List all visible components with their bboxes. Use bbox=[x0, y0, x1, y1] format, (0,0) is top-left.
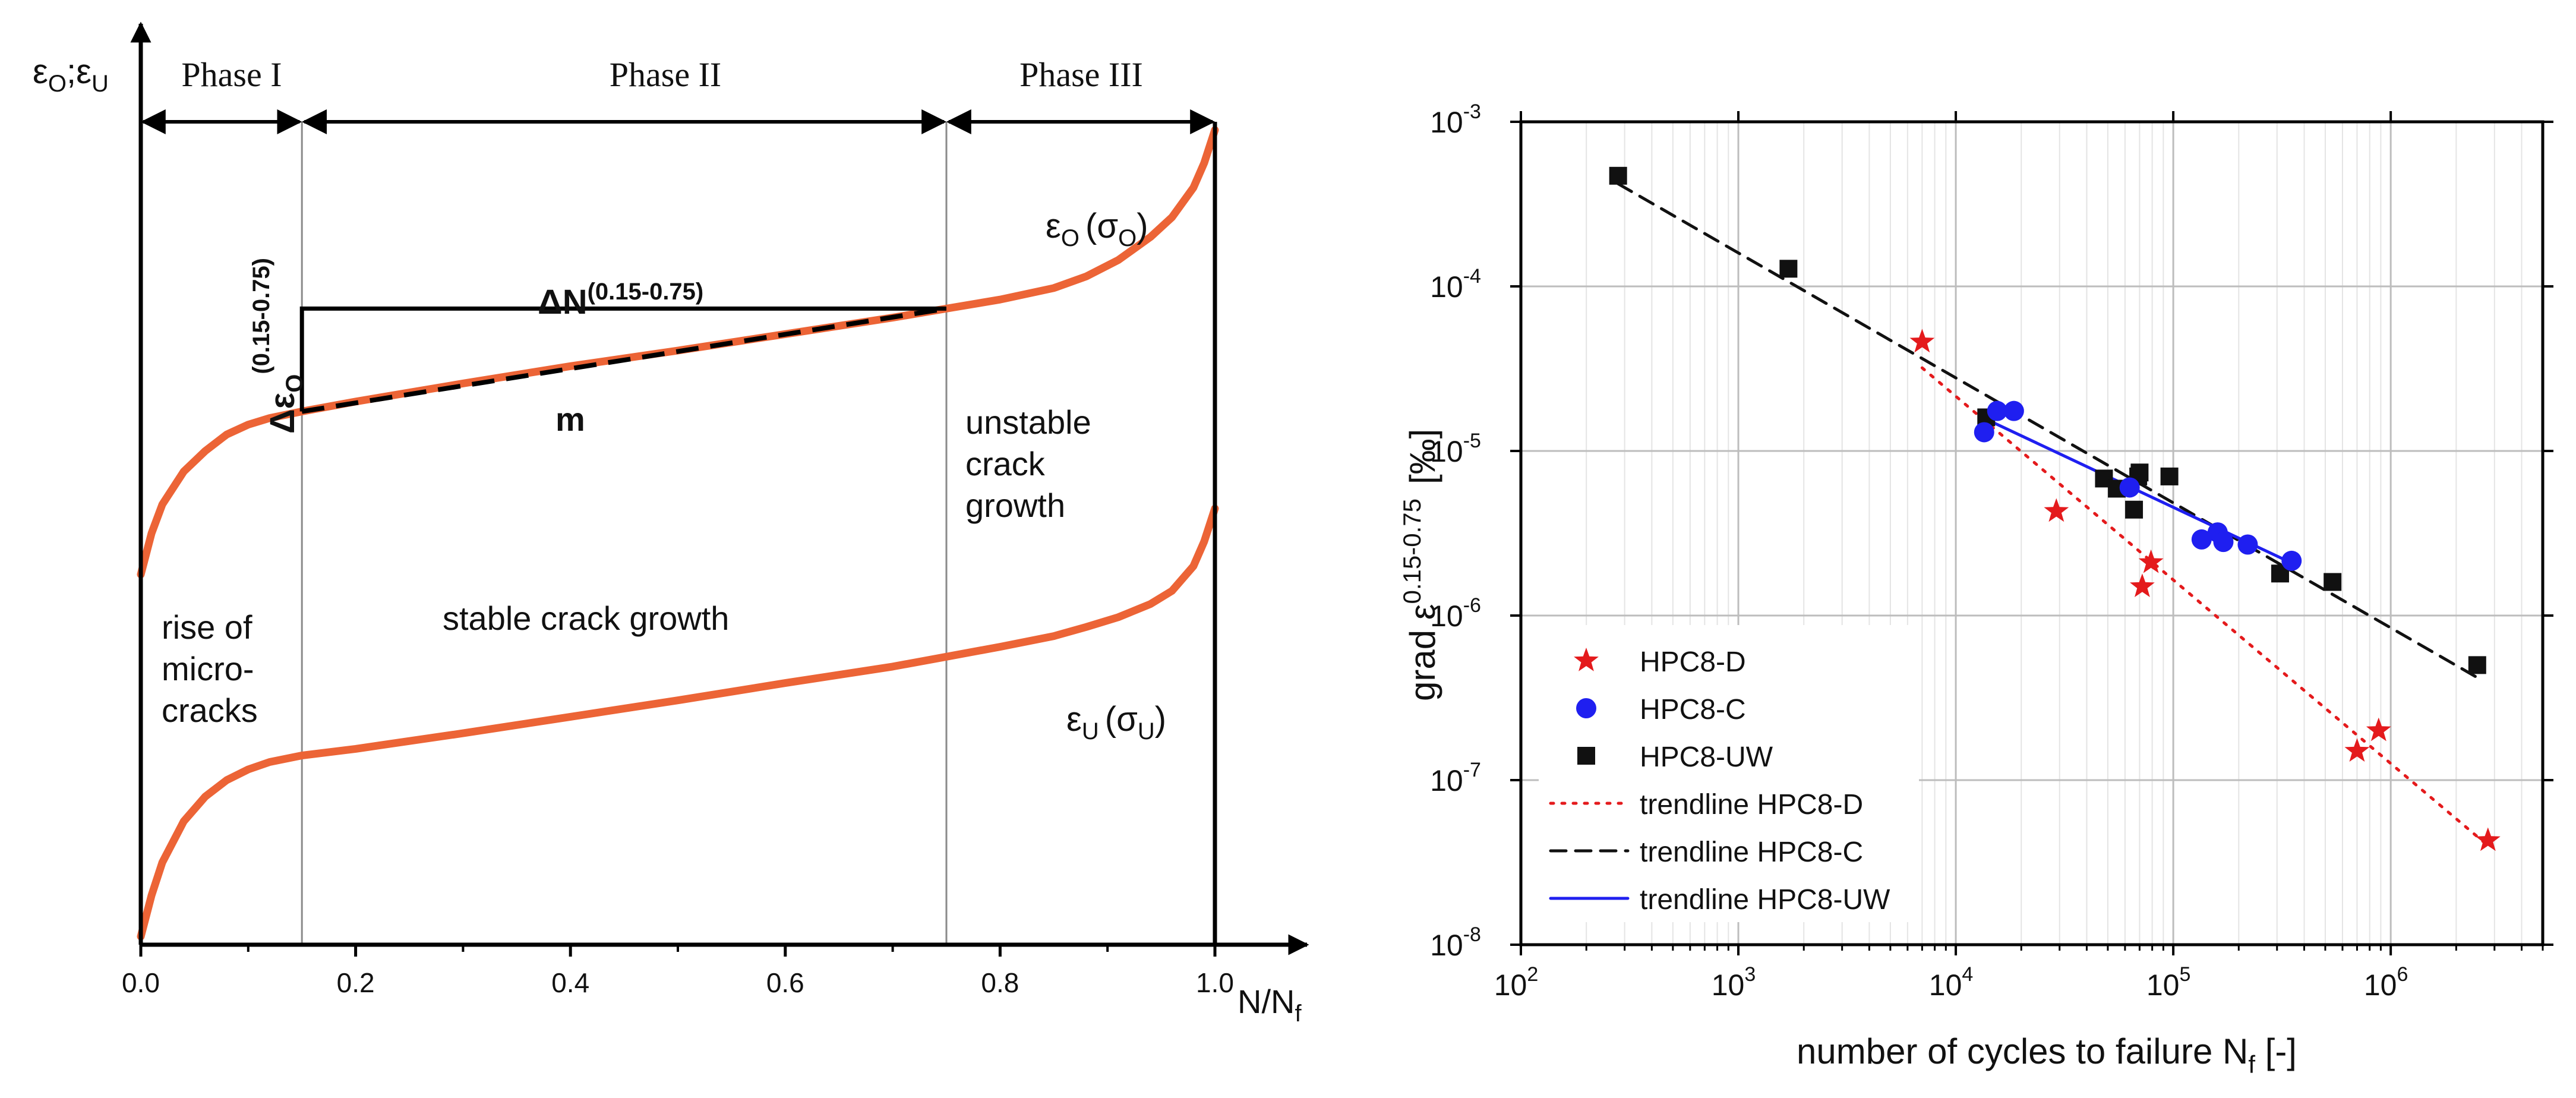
plot-frame bbox=[1519, 120, 2545, 946]
x-tick-label: 102 bbox=[1494, 963, 1539, 1002]
slope-label: m bbox=[555, 400, 585, 438]
lower-strain-curve bbox=[137, 504, 1219, 941]
hpc8-d-data-point bbox=[2138, 549, 2164, 573]
hpc8-c-data-point bbox=[2281, 550, 2302, 571]
upper-curve-label: εO (σO) bbox=[1046, 207, 1148, 251]
y-tick-label: 10-6 bbox=[1430, 594, 1481, 633]
hpc8-uw-legend-marker bbox=[1577, 747, 1595, 765]
hpc8-uw-data-point bbox=[1609, 166, 1627, 185]
hpc8-c-data-point bbox=[2237, 534, 2258, 555]
hpc8-d-data-point bbox=[2130, 573, 2155, 597]
hpc8-d-data-point bbox=[2344, 738, 2370, 762]
x-tick-label: 0.4 bbox=[551, 967, 589, 998]
slope-dashed-line bbox=[301, 306, 947, 414]
left-y-axis-label: εO;εU bbox=[33, 52, 109, 97]
gradient-vs-cycles-chart: 102 103 104 105 10610-810-710-610-510-410-3 … bbox=[1398, 100, 2553, 1078]
trendline-hpc8-d bbox=[1920, 366, 2490, 847]
hpc8-uw-data-point bbox=[2125, 500, 2143, 519]
x-tick-label: 1.0 bbox=[1196, 967, 1234, 998]
x-tick-label: 103 bbox=[1712, 963, 1756, 1002]
delta-eps-label: ΔεO(0.15-0.75) bbox=[248, 258, 308, 434]
x-tick-label: 104 bbox=[1929, 963, 1974, 1002]
hpc8-uw-data-point bbox=[2468, 656, 2486, 674]
hpc8-d-data-point bbox=[2366, 717, 2391, 742]
phase3-region-label: unstable crack growth bbox=[965, 403, 1100, 524]
phase-2-label: Phase II bbox=[610, 55, 721, 94]
hpc8-uw-data-point bbox=[2324, 573, 2342, 591]
x-tick-label: 105 bbox=[2146, 963, 2191, 1002]
x-tick-label: 106 bbox=[2364, 963, 2408, 1002]
lower-curve-label: εU (σU) bbox=[1066, 700, 1166, 744]
y-tick-label: 10-4 bbox=[1430, 265, 1481, 304]
hpc8-d-data-point bbox=[1909, 329, 1935, 353]
y-tick-label: 10-7 bbox=[1430, 759, 1481, 797]
hpc8-uw-legend-label: HPC8-UW bbox=[1640, 742, 1773, 773]
delta-n-label: ΔN(0.15-0.75) bbox=[538, 279, 703, 321]
right-y-axis-label: grad ε0.15-0.75[‰] bbox=[1398, 429, 1442, 701]
hpc8-c-data-point bbox=[1987, 400, 2007, 421]
trendline-hpc8-c bbox=[1617, 182, 2479, 679]
legend-background bbox=[1539, 625, 1919, 922]
x-tick-label: 0.8 bbox=[981, 967, 1019, 998]
y-tick-label: 10-5 bbox=[1430, 430, 1481, 468]
slope-triangle bbox=[299, 306, 946, 412]
hpc8-uw-data-point bbox=[1779, 260, 1798, 278]
hpc8-c-legend-label: HPC8-C bbox=[1640, 694, 1746, 725]
y-tick-label: 10-3 bbox=[1430, 100, 1481, 139]
fatigue-phase-chart: 0.0 0.2 0.4 0.6 0.8 1.0 εO;εU N/Nf Phase I Ph… bbox=[33, 21, 1309, 1027]
left-x-axis-label: N/Nf bbox=[1238, 983, 1302, 1027]
phase-3-label: Phase III bbox=[1019, 55, 1143, 94]
trendline-hpc8-uw-legend-label: trendline HPC8-UW bbox=[1640, 884, 1890, 916]
hpc8-c-data-point bbox=[1974, 422, 1994, 443]
hpc8-c-data-point bbox=[2191, 529, 2212, 550]
hpc8-c-data-point bbox=[2119, 477, 2140, 498]
hpc8-uw-data-point bbox=[2160, 467, 2179, 485]
hpc8-d-legend-label: HPC8-D bbox=[1640, 646, 1746, 678]
phase1-region-label: rise of micro- cracks bbox=[162, 608, 263, 729]
hpc8-d-legend-marker bbox=[1574, 648, 1599, 671]
trendline-hpc8-d-legend-label: trendline HPC8-D bbox=[1640, 789, 1863, 821]
hpc8-c-legend-marker bbox=[1576, 698, 1596, 718]
x-tick-label: 0.6 bbox=[766, 967, 804, 998]
x-tick-label: 0.2 bbox=[337, 967, 375, 998]
y-tick-label: 10-8 bbox=[1430, 923, 1481, 962]
right-x-axis-label: number of cycles to failure Nf [-] bbox=[1797, 1031, 2297, 1078]
phase2-region-label: stable crack growth bbox=[443, 600, 729, 637]
hpc8-c-data-point bbox=[2003, 400, 2024, 421]
x-tick-label: 0.0 bbox=[122, 967, 160, 998]
trendline-hpc8-c-legend-label: trendline HPC8-C bbox=[1640, 837, 1863, 868]
phase-1-label: Phase I bbox=[181, 55, 282, 94]
hpc8-d-data-point bbox=[2475, 827, 2501, 851]
hpc8-c-data-point bbox=[2213, 532, 2234, 553]
hpc8-d-data-point bbox=[2044, 498, 2069, 522]
